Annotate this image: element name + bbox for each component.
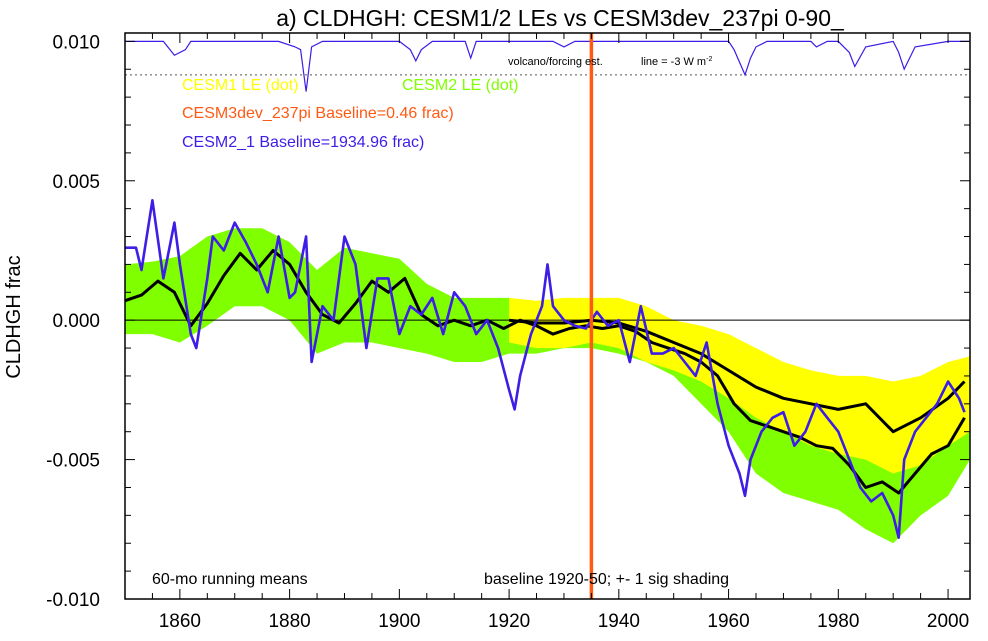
baseline-note: baseline 1920-50; +- 1 sig shading [484, 571, 729, 588]
plot-axes: 1860 1880 1900 1920 1940 1960 1980 2000 0.010 0.0… [46, 32, 971, 632]
x-tick-label-1940: 1940 [598, 611, 640, 632]
series-cesm2-le-mean [124, 249, 966, 495]
x-tick-label-1880: 1880 [268, 611, 310, 632]
chart-title: a) CLDHGH: CESM1/2 LEs vs CESM3dev_237pi… [276, 5, 845, 31]
volcano-line-note: line = -3 W m-2 [641, 56, 712, 68]
running-mean-note: 60-mo running means [152, 571, 308, 588]
plot-frame [124, 32, 971, 600]
volcano-line-superscript: -2 [706, 56, 712, 63]
legend-cesm2: CESM2 LE (dot) [402, 77, 518, 94]
y-tick-label-0-010: 0.010 [52, 32, 100, 53]
x-tick-label-1900: 1900 [378, 611, 420, 632]
y-tick-label-0-000: 0.000 [52, 311, 100, 332]
y-tick-label-0-005: -0.005 [46, 451, 100, 472]
series-cesm2-1-baseline-1934-96-frac [125, 199, 966, 540]
y-tick-label-0-005: 0.005 [52, 172, 100, 193]
uncertainty-bands [125, 228, 970, 544]
y-axis-label: CLDHGH frac [3, 255, 25, 378]
y-tick-label-0-010: -0.010 [46, 590, 100, 611]
series-cesm1-le-mean [508, 318, 966, 434]
legend-cesm1: CESM1 LE (dot) [182, 77, 298, 94]
volcano-label: volcano/forcing est. [508, 56, 603, 68]
legend-cesm2-1: CESM2_1 Baseline=1934.96 frac) [182, 134, 424, 151]
x-tick-label-1920: 1920 [488, 611, 530, 632]
volcano-forcing-line [125, 40, 970, 92]
x-tick-label-2000: 2000 [927, 611, 969, 632]
x-tick-label-1980: 1980 [817, 611, 859, 632]
volcano-panel [125, 40, 970, 92]
legend-cesm3: CESM3dev_237pi Baseline=0.46 frac) [182, 105, 454, 122]
x-tick-label-1860: 1860 [159, 611, 201, 632]
x-tick-label-1960: 1960 [707, 611, 749, 632]
volcano-line-text: line = -3 W m [641, 56, 706, 68]
series-lines [124, 199, 966, 540]
